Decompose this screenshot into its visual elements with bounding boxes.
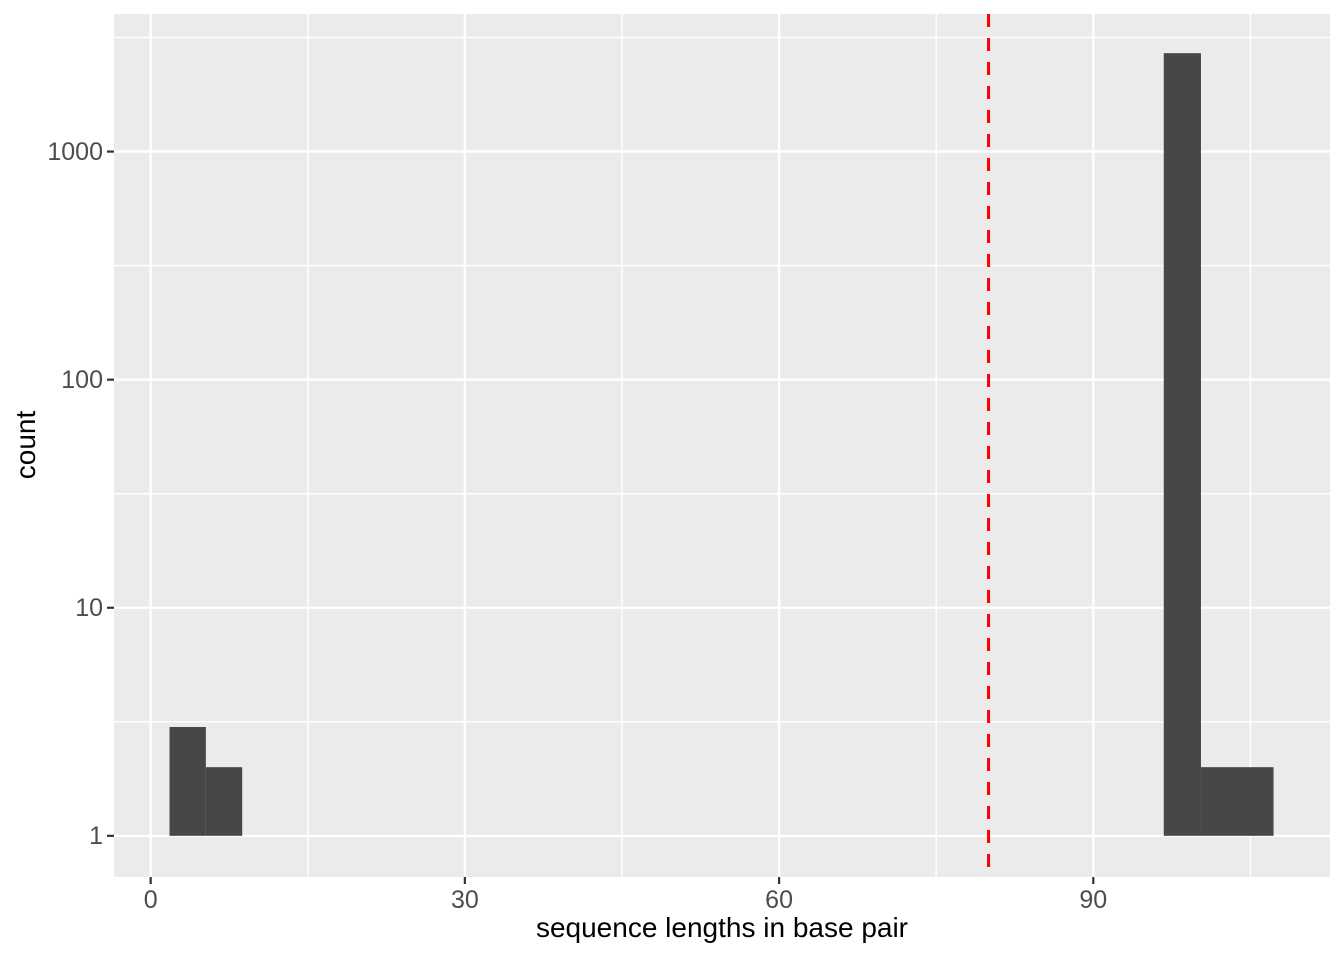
y-tick-label: 1000: [47, 137, 103, 166]
x-tick-label: 90: [1079, 886, 1108, 914]
y-axis-title: count: [10, 410, 41, 480]
y-tick-label: 100: [61, 365, 103, 394]
x-axis-title: sequence lengths in base pair: [535, 912, 909, 943]
plot-panel: [114, 14, 1330, 877]
x-tick-label: 30: [450, 886, 479, 914]
histogram-bar: [1200, 767, 1274, 836]
histogram-bar: [205, 767, 243, 836]
y-tick-label: 1: [89, 821, 103, 850]
x-tick-label: 60: [765, 886, 793, 914]
histogram-bar: [169, 727, 206, 836]
histogram-bar: [1163, 53, 1201, 836]
y-tick-label: 10: [75, 593, 103, 622]
x-tick-label: 0: [143, 886, 158, 914]
